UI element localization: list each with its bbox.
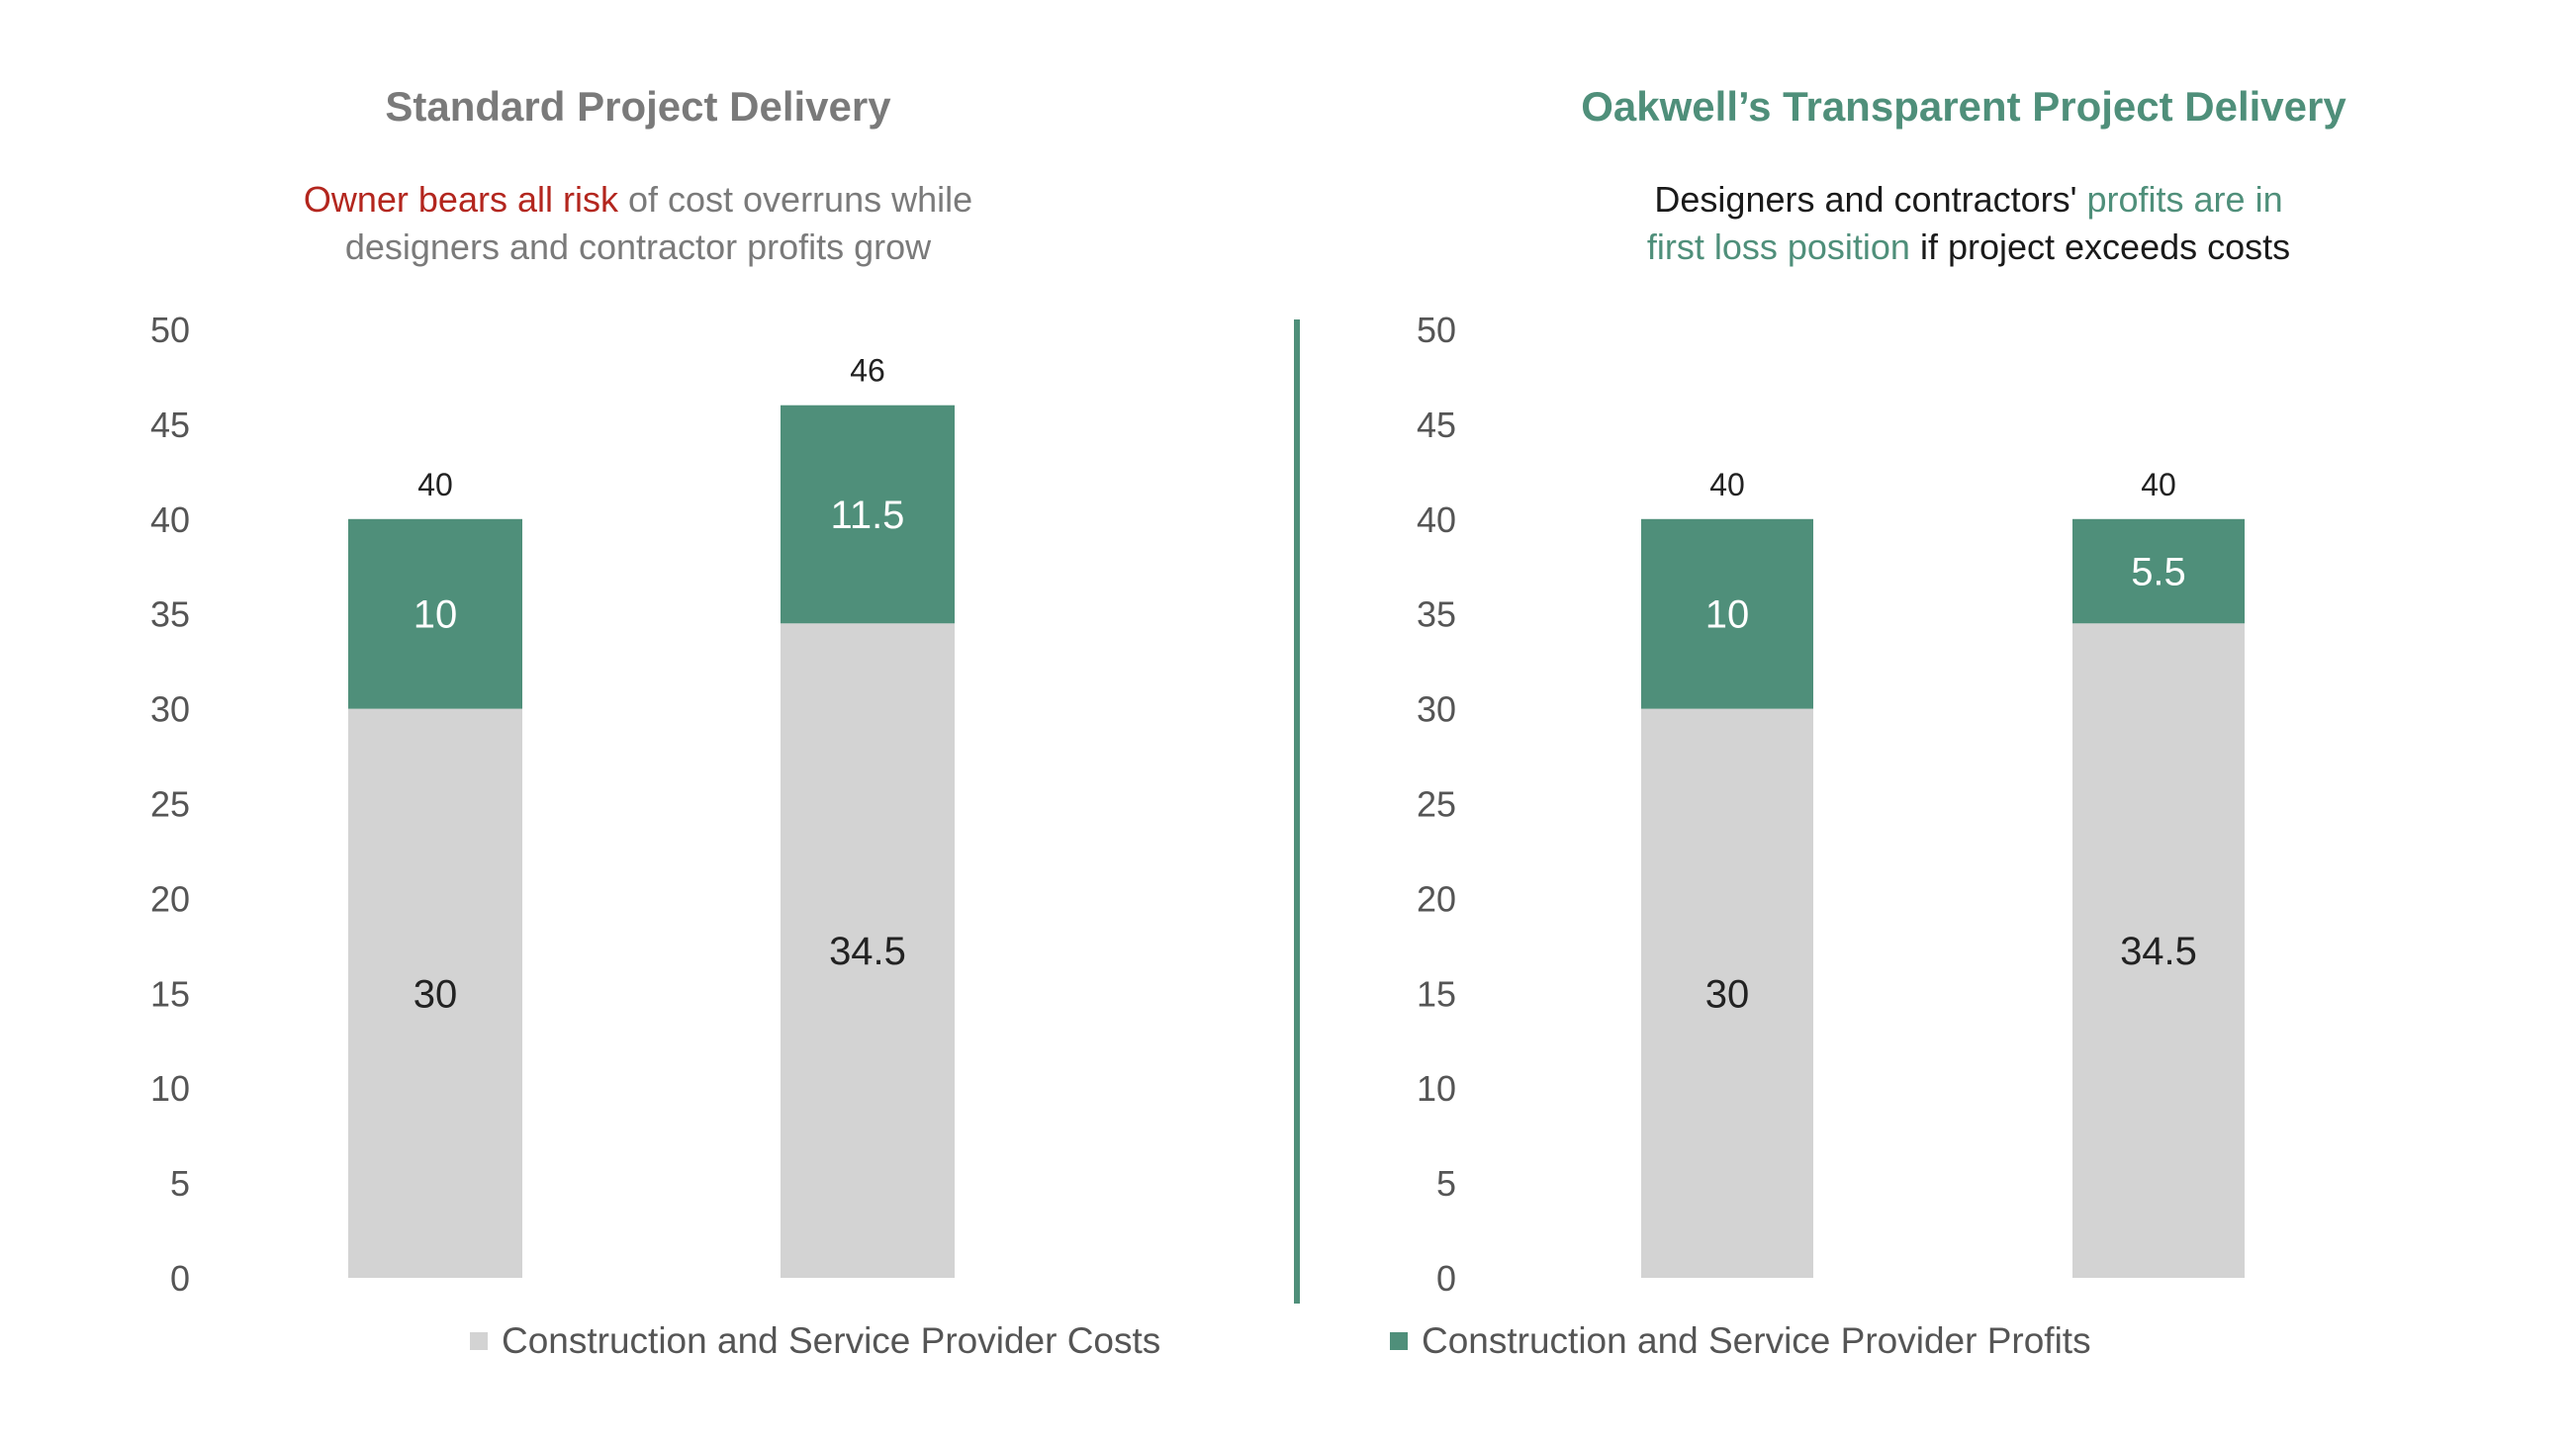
y-tick-label-0-5: 5: [170, 1163, 190, 1204]
y-tick-label-1-10: 10: [1417, 1068, 1456, 1109]
y-tick-label-1-40: 40: [1417, 499, 1456, 540]
data-label-costs-0-1: 34.5: [829, 930, 906, 973]
right-subtitle-highlight-2: first loss position: [1646, 226, 1910, 267]
left-subtitle-highlight: Owner bears all risk: [303, 179, 618, 220]
right-subtitle-highlight-1: profits are in: [2086, 179, 2283, 220]
legend-item-costs: Construction and Service Provider Costs: [470, 1320, 1160, 1362]
y-tick-label-1-5: 5: [1436, 1163, 1456, 1204]
y-tick-label-1-0: 0: [1436, 1258, 1456, 1299]
right-panel-title: Oakwell’s Transparent Project Delivery: [1581, 83, 2346, 130]
data-label-costs-1-0: 30: [1705, 972, 1750, 1016]
y-tick-label-1-45: 45: [1417, 405, 1456, 445]
y-tick-label-0-0: 0: [170, 1258, 190, 1299]
legend-label-costs: Construction and Service Provider Costs: [502, 1320, 1161, 1361]
y-tick-label-0-35: 35: [150, 594, 190, 635]
total-label-0-1: 46: [850, 353, 885, 389]
right-subtitle-part1: Designers and contractors': [1654, 179, 2087, 220]
bar-profits-1-0: [1641, 518, 1813, 709]
legend-label-profits: Construction and Service Provider Profit…: [1422, 1320, 2091, 1361]
y-tick-label-1-15: 15: [1417, 973, 1456, 1014]
bar-costs-1-1: [2072, 623, 2245, 1278]
y-tick-label-0-15: 15: [150, 973, 190, 1014]
right-panel-subtitle: Designers and contractors' profits are i…: [1523, 176, 2414, 271]
y-tick-label-0-30: 30: [150, 689, 190, 730]
bar-costs-0-1: [781, 623, 955, 1278]
data-label-profits-1-1: 5.5: [2131, 551, 2186, 594]
legend-swatch-costs: [470, 1332, 488, 1350]
y-tick-label-0-50: 50: [150, 310, 190, 350]
bar-profits-0-1: [781, 405, 955, 624]
left-panel-subtitle: Owner bears all risk of cost overruns wh…: [242, 176, 1034, 271]
data-label-profits-1-0: 10: [1705, 593, 1750, 637]
y-tick-label-1-35: 35: [1417, 594, 1456, 635]
total-label-1-1: 40: [2141, 467, 2176, 502]
y-tick-label-1-25: 25: [1417, 784, 1456, 825]
y-tick-label-1-50: 50: [1417, 310, 1456, 350]
bar-profits-1-1: [2072, 518, 2245, 624]
data-label-costs-1-1: 34.5: [2120, 930, 2197, 973]
data-label-profits-0-1: 11.5: [831, 494, 905, 537]
bar-costs-0-0: [348, 708, 522, 1278]
bar-profits-0-0: [348, 518, 522, 709]
legend-item-profits: Construction and Service Provider Profit…: [1390, 1320, 2091, 1362]
y-tick-label-0-10: 10: [150, 1068, 190, 1109]
left-subtitle-line2: designers and contractor profits grow: [344, 226, 932, 267]
left-subtitle-rest: of cost overruns while: [617, 179, 973, 220]
y-tick-label-1-20: 20: [1417, 878, 1456, 919]
bar-costs-1-0: [1641, 708, 1813, 1278]
y-tick-label-0-45: 45: [150, 405, 190, 445]
data-label-costs-0-0: 30: [414, 972, 458, 1016]
y-tick-label-0-20: 20: [150, 878, 190, 919]
total-label-1-0: 40: [1709, 467, 1745, 502]
y-tick-label-0-25: 25: [150, 784, 190, 825]
legend-swatch-profits: [1390, 1332, 1408, 1350]
y-tick-label-0-40: 40: [150, 499, 190, 540]
right-subtitle-part2: if project exceeds costs: [1909, 226, 2291, 267]
left-panel-title: Standard Project Delivery: [385, 83, 891, 130]
y-tick-label-1-30: 30: [1417, 689, 1456, 730]
data-label-profits-0-0: 10: [414, 593, 458, 637]
total-label-0-0: 40: [417, 467, 453, 502]
